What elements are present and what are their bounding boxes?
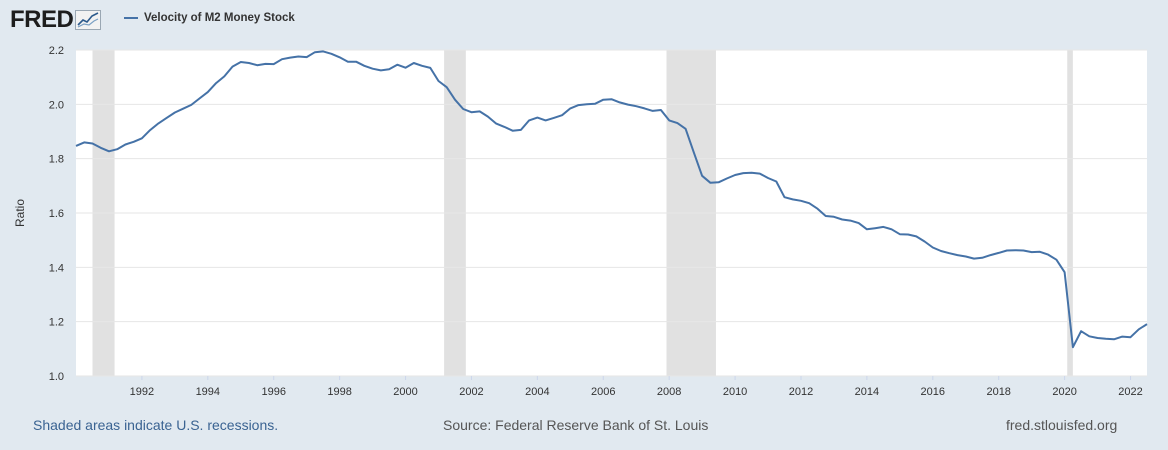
x-axis-ticks: 1992 1994 1996 1998 2000 2002 2004 2006 2008 2010…	[130, 376, 1143, 398]
y-tick-label: 1.4	[49, 262, 64, 274]
fred-logo[interactable]: FRED	[10, 6, 102, 34]
site-link[interactable]: fred.stlouisfed.org	[1006, 417, 1118, 433]
x-tick-label: 2014	[855, 386, 879, 398]
x-tick-label: 2004	[525, 386, 549, 398]
x-tick-label: 2016	[921, 386, 945, 398]
recession-note[interactable]: Shaded areas indicate U.S. recessions.	[33, 417, 279, 433]
y-tick-label: 1.2	[49, 317, 64, 329]
chart-legend[interactable]: Velocity of M2 Money Stock	[124, 12, 295, 24]
x-tick-label: 2018	[986, 386, 1010, 398]
fred-wordmark: FRED	[10, 6, 74, 33]
y-tick-label: 1.8	[49, 154, 64, 166]
x-tick-label: 1992	[130, 386, 154, 398]
y-tick-label: 1.0	[49, 371, 64, 383]
x-tick-label: 2022	[1118, 386, 1142, 398]
y-tick-label: 2.2	[49, 45, 64, 57]
x-tick-label: 2012	[789, 386, 813, 398]
x-tick-label: 2008	[657, 386, 681, 398]
x-tick-label: 1996	[261, 386, 285, 398]
fred-graph-icon	[75, 10, 102, 30]
chart-header: FRED Velocity of M2 Money Stock	[0, 0, 1168, 42]
y-axis-ticks: 1.0 1.2 1.4 1.6 1.8 2.0 2.2	[49, 45, 64, 383]
source-note: Source: Federal Reserve Bank of St. Loui…	[443, 417, 709, 433]
y-tick-label: 1.6	[49, 208, 64, 220]
gridlines	[76, 49, 1147, 377]
x-tick-label: 2010	[723, 386, 747, 398]
x-tick-label: 2006	[591, 386, 615, 398]
legend-swatch	[124, 17, 138, 19]
series-line	[75, 50, 1148, 349]
x-tick-label: 2002	[459, 386, 483, 398]
x-tick-label: 2000	[393, 386, 417, 398]
y-axis-title: Ratio	[13, 199, 27, 227]
x-tick-label: 2020	[1052, 386, 1076, 398]
y-tick-label: 2.0	[49, 99, 64, 111]
x-tick-label: 1998	[327, 386, 351, 398]
legend-label: Velocity of M2 Money Stock	[144, 12, 295, 24]
x-tick-label: 1994	[196, 386, 220, 398]
